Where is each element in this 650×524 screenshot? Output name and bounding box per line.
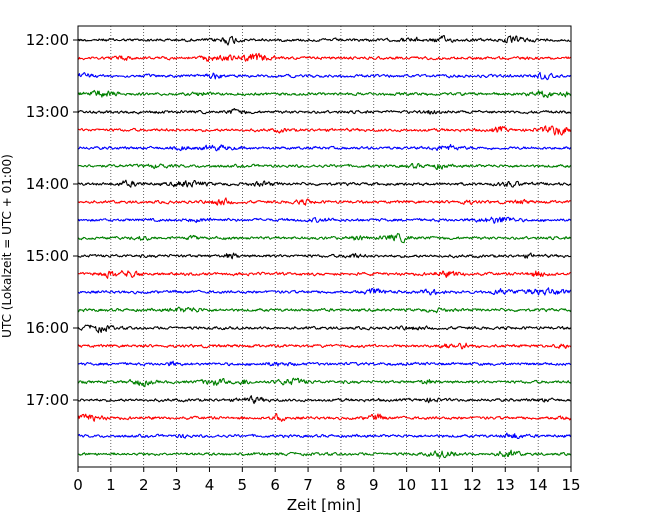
x-tick-label: 9	[369, 476, 379, 494]
trace-line	[77, 324, 572, 334]
x-tick-label: 7	[303, 476, 313, 494]
trace-line	[77, 306, 572, 314]
trace-line	[77, 252, 572, 260]
trace-line	[77, 52, 572, 62]
trace-line	[77, 232, 572, 244]
trace-line	[77, 432, 572, 440]
trace-line	[77, 395, 572, 405]
x-tick-label: 5	[238, 476, 248, 494]
trace-line	[77, 179, 572, 188]
y-tick-label: 17:00	[26, 391, 69, 409]
x-tick-label: 1	[106, 476, 116, 494]
y-tick-label: 13:00	[26, 103, 69, 121]
y-tick-label: 16:00	[26, 319, 69, 337]
x-tick-label: 10	[397, 476, 416, 494]
x-tick-label: 4	[205, 476, 215, 494]
trace-line	[77, 270, 572, 279]
trace-line	[77, 342, 572, 350]
x-tick-label: 12	[463, 476, 482, 494]
x-tick-label: 3	[172, 476, 182, 494]
trace-line	[78, 377, 572, 388]
trace-line	[77, 197, 572, 206]
trace-line	[77, 108, 572, 115]
x-tick-label: 0	[73, 476, 83, 494]
x-tick-label: 8	[336, 476, 346, 494]
y-tick-label: 12:00	[26, 31, 69, 49]
trace-line	[77, 413, 572, 422]
trace-line	[77, 89, 572, 99]
x-tick-label: 13	[496, 476, 515, 494]
y-tick-label: 15:00	[26, 247, 69, 265]
x-axis-label: Zeit [min]	[287, 496, 361, 514]
trace-line	[77, 125, 572, 136]
x-tick-label: 14	[529, 476, 548, 494]
trace-line	[77, 287, 572, 296]
trace-line	[77, 143, 572, 152]
trace-line	[77, 71, 571, 81]
x-tick-layer: 0 1 2 3 4 5 6 7 8 9 10 11 12 13 14 15	[73, 467, 581, 494]
trace-line	[77, 35, 572, 46]
y-tick-layer: 12:00 13:00 14:00 15:00 16:00 17:00	[26, 31, 78, 409]
trace-line	[77, 162, 572, 170]
y-tick-label: 14:00	[26, 175, 69, 193]
trace-line	[77, 216, 572, 224]
y-axis-label: UTC (Lokalzeit = UTC + 01:00)	[0, 154, 14, 338]
x-tick-label: 15	[561, 476, 580, 494]
plot-frame	[77, 25, 572, 468]
x-tick-label: 11	[430, 476, 449, 494]
x-tick-label: 6	[270, 476, 280, 494]
x-tick-label: 2	[139, 476, 149, 494]
trace-line	[77, 360, 572, 367]
trace-layer	[77, 35, 572, 459]
trace-line	[77, 449, 572, 459]
